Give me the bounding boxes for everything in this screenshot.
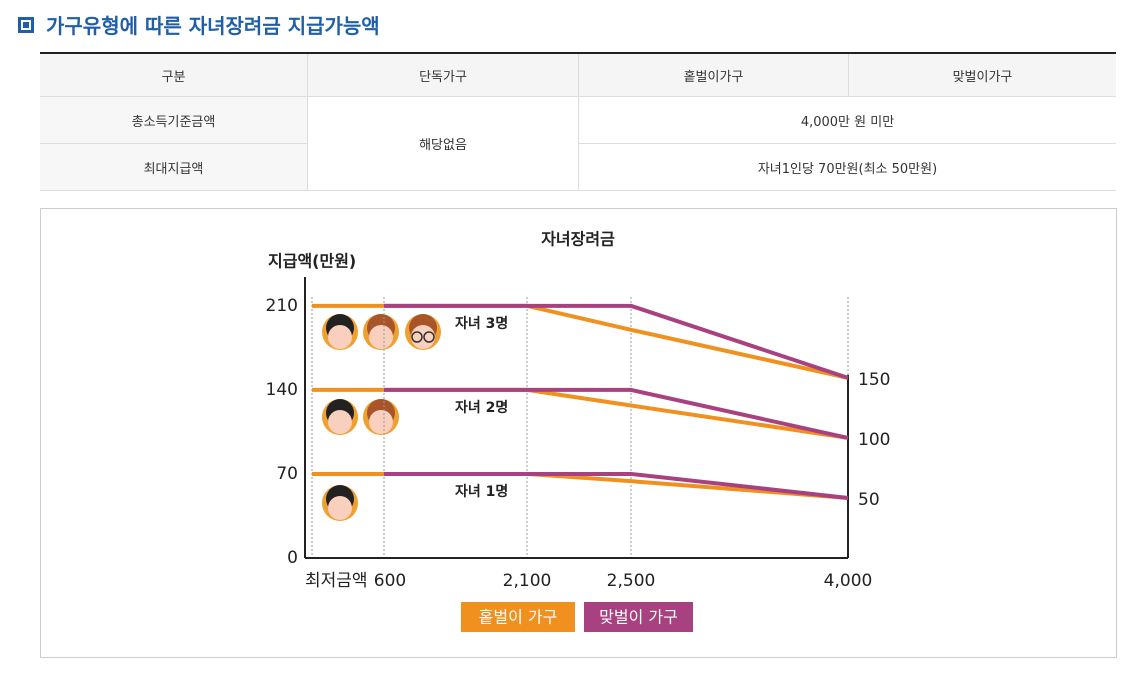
x-tick-label: 4,000 xyxy=(824,571,873,591)
th: 홑벌이가구 xyxy=(578,52,849,97)
series-line xyxy=(312,471,849,500)
legend-label: 맞벌이 가구 xyxy=(599,608,678,627)
y-tick-label: 140 xyxy=(266,380,298,400)
group-label: 자녀 3명 xyxy=(455,315,508,332)
y2-tick-label: 150 xyxy=(858,370,890,390)
face-icons xyxy=(322,314,441,521)
x-tick-label: 최저금액 xyxy=(305,571,368,591)
td: 총소득기준금액 xyxy=(40,96,308,144)
y-axis-label: 지급액(만원) xyxy=(268,252,356,271)
y-tick-label: 70 xyxy=(276,464,298,484)
series-line xyxy=(384,303,849,380)
legend-swatch xyxy=(461,602,575,632)
td: 최대지급액 xyxy=(40,143,308,191)
chart-title: 자녀장려금 xyxy=(541,230,615,249)
series-line xyxy=(384,387,849,440)
td: 해당없음 xyxy=(307,96,579,191)
section-title: 가구유형에 따른 자녀장려금 지급가능액 xyxy=(46,14,380,38)
group-label: 자녀 1명 xyxy=(455,483,508,500)
y2-tick-label: 100 xyxy=(858,430,890,450)
legend-label: 홑벌이 가구 xyxy=(479,608,558,627)
info-table: 구분 단독가구 홑벌이가구 맞벌이가구 총소득기준금액 해당없음 4,000만 원 미만 … xyxy=(40,52,1116,191)
th: 맞벌이가구 xyxy=(848,52,1116,97)
legend-swatch xyxy=(584,602,693,632)
y2-tick-label: 50 xyxy=(858,490,880,510)
td: 자녀1인당 70만원(최소 50만원) xyxy=(578,143,1116,191)
x-tick-label: 2,500 xyxy=(607,571,656,591)
td: 4,000만 원 미만 xyxy=(578,96,1116,144)
y-tick-label: 210 xyxy=(266,296,298,316)
title-icon xyxy=(18,17,34,33)
y-tick-label: 0 xyxy=(287,548,298,568)
x-tick-label: 600 xyxy=(374,571,406,591)
series-line xyxy=(384,471,849,500)
chart-box xyxy=(40,208,1117,658)
group-label: 자녀 2명 xyxy=(455,399,508,416)
x-tick-label: 2,100 xyxy=(503,571,552,591)
th: 단독가구 xyxy=(307,52,579,97)
